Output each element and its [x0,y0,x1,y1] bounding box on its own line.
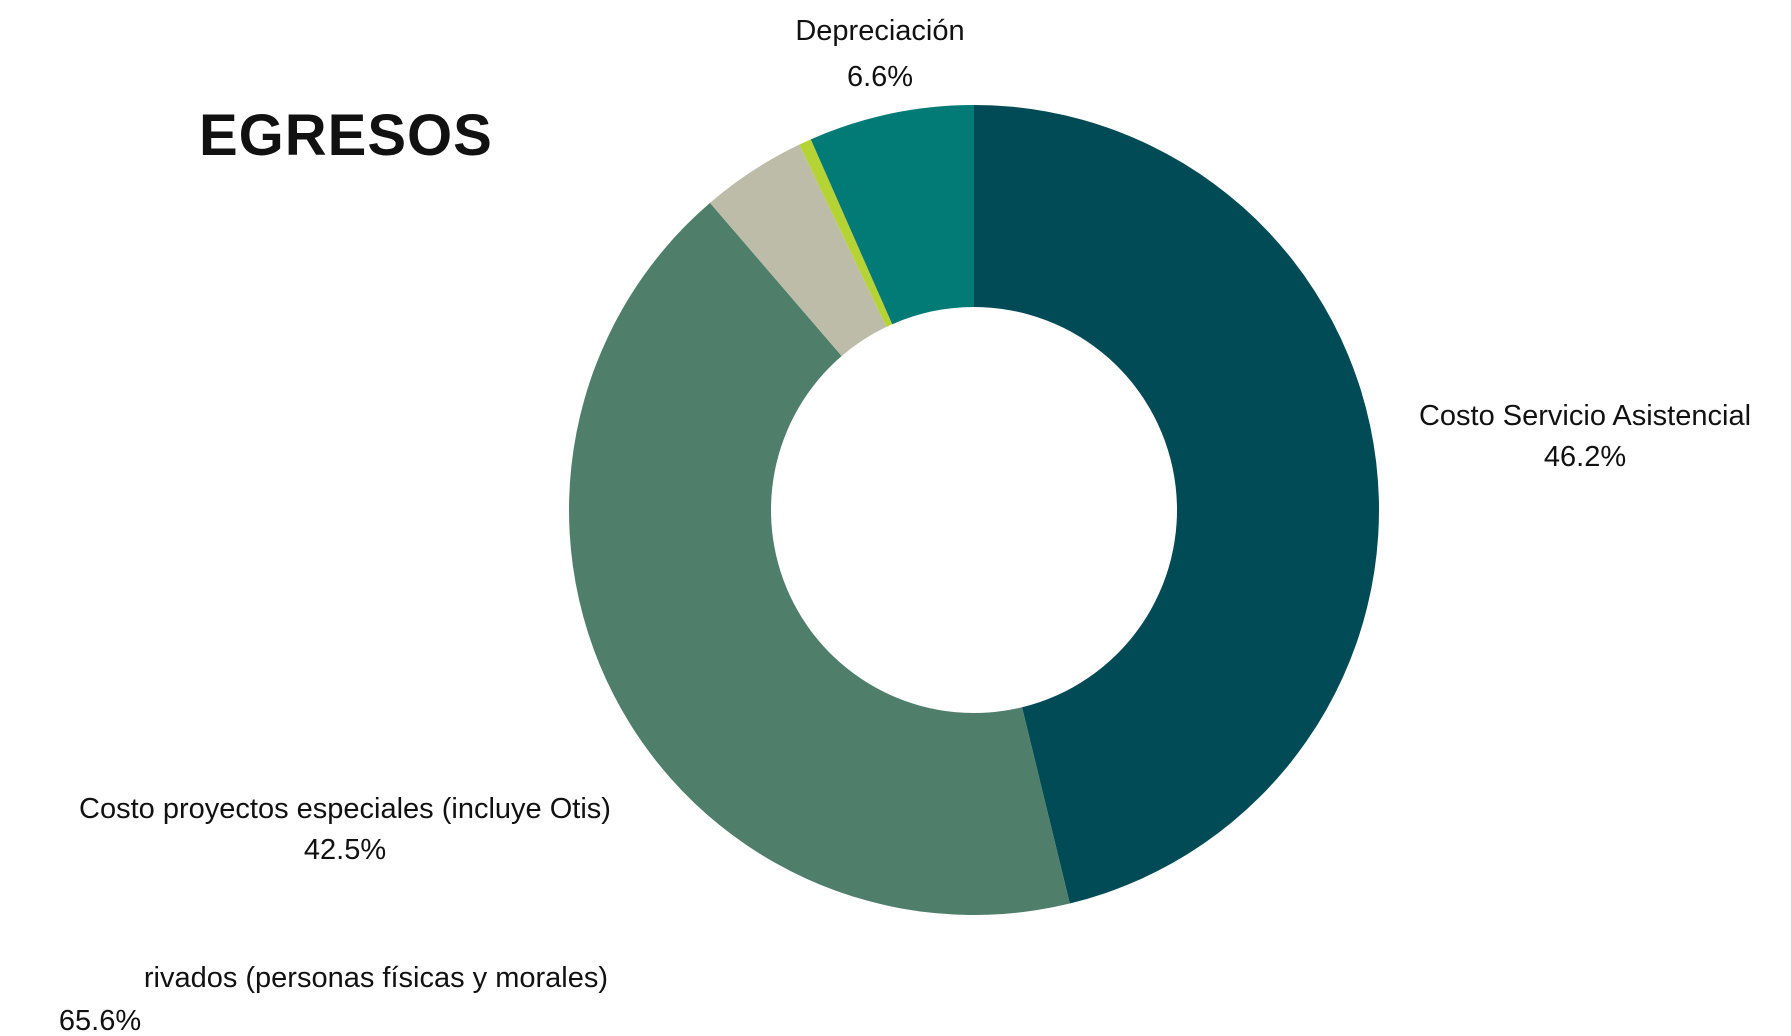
slice-label-costo-servicio-asistencial: Costo Servicio Asistencial [1419,400,1751,432]
slice-label-privados: rivados (personas físicas y morales) [144,962,608,994]
donut-slice-4 [799,139,893,327]
slice-value-depreciacion: 6.6% [847,61,913,93]
donut-slice-2 [568,202,1070,916]
slice-value-privados: 65.6% [59,1005,141,1036]
donut-slice-1 [974,105,1380,904]
chart-title: EGRESOS [199,103,493,168]
slice-label-costo-proyectos-especiales: Costo proyectos especiales (incluye Otis… [79,793,611,825]
slice-label-depreciacion: Depreciación [795,15,964,47]
slice-value-costo-proyectos-especiales: 42.5% [304,834,386,866]
donut-slices [568,105,1380,916]
slice-value-costo-servicio-asistencial: 46.2% [1544,441,1626,473]
donut-slice-5 [810,105,974,325]
donut-slice-3 [710,144,887,357]
slice-labels: Costo Servicio Asistencial 46.2% Costo p… [59,15,1751,1036]
